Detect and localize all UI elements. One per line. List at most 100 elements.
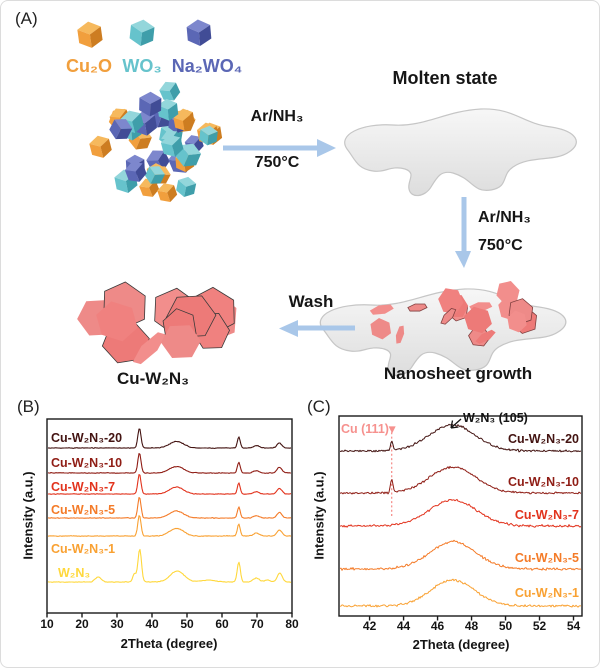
xrd-curve-Cu-W₂N₃-20: [48, 428, 291, 449]
cube-icon: [129, 19, 155, 46]
arrow-left-icon: [279, 320, 355, 337]
legend-label-wo3: WO₃: [122, 56, 162, 76]
x-tick-label: 80: [285, 617, 299, 631]
hexagon-nanosheet-icon: [407, 303, 428, 312]
arrow-down-icon: [455, 197, 471, 268]
curve-label-Cu-W₂N₃-10: Cu-W₂N₃-10: [507, 475, 579, 489]
curve-label-Cu-W₂N₃-5: Cu-W₂N₃-5: [51, 503, 116, 517]
plot-frame: [338, 415, 583, 617]
x-tick-label: 44: [396, 619, 411, 633]
cu-111-annotation: Cu (111)▾: [341, 421, 395, 436]
curve-label-Cu-W₂N₃-20: Cu-W₂N₃-20: [51, 431, 123, 445]
wash-label: Wash: [288, 292, 334, 311]
arrow-right-icon: [223, 139, 336, 157]
cube-icon: [160, 134, 184, 157]
xrd-curve-Cu-W₂N₃-5: [340, 539, 581, 571]
curve-label-W₂N₃: W₂N₃: [58, 566, 91, 580]
x-tick-label: 10: [40, 617, 54, 631]
cube-icon: [173, 111, 193, 131]
plot-frame: [46, 418, 293, 614]
panel-c-plot: [338, 415, 583, 621]
cube-icon: [199, 125, 218, 146]
hexagon-nanosheet-icon: [438, 288, 464, 314]
curve-label-Cu-W₂N₃-1: Cu-W₂N₃-1: [514, 586, 579, 600]
arrow1-gas-label: Ar/NH₃: [250, 108, 304, 125]
cube-icon: [144, 166, 165, 184]
curve-label-Cu-W₂N₃-7: Cu-W₂N₃-7: [514, 508, 579, 522]
x-tick-label: 46: [430, 619, 445, 633]
x-tick-label: 48: [464, 619, 479, 633]
arrow2-gas-label: Ar/NH₃: [478, 209, 531, 226]
hexagon-nanosheet-icon: [369, 304, 394, 315]
legend-label-na2wo4: Na₂WO₄: [171, 56, 243, 76]
x-tick-label: 50: [180, 617, 194, 631]
xrd-curve-Cu-W₂N₃-10: [340, 465, 581, 495]
xrd-curve-Cu-W₂N₃-5: [48, 496, 291, 520]
molten-blob: [344, 108, 577, 197]
cube-icon: [77, 21, 103, 48]
cube-icon: [176, 176, 197, 198]
x-tick-label: 54: [566, 619, 581, 633]
cube-icon: [159, 81, 181, 101]
panel-c-x-axis-title: 2Theta (degree): [412, 637, 510, 652]
cu-111-text: Cu (111): [341, 422, 389, 436]
curve-label-Cu-W₂N₃-1: Cu-W₂N₃-1: [51, 542, 116, 556]
hexagon-nanosheet-icon: [96, 301, 138, 342]
w2n3-105-annotation: W₂N₃ (105): [463, 411, 528, 425]
hexagon-nanosheet-icon: [507, 310, 527, 333]
cube-icon: [157, 183, 178, 203]
panel-c-y-axis-title: Intensity (a.u.): [311, 471, 327, 560]
x-tick-label: 30: [110, 617, 124, 631]
xrd-curve-Cu-W₂N₃-10: [48, 453, 291, 474]
hexagon-nanosheet-icon: [464, 306, 492, 334]
xrd-curve-Cu-W₂N₃-7: [48, 474, 291, 495]
legend-cubes: [77, 19, 212, 48]
x-tick-label: 50: [498, 619, 513, 633]
curve-label-Cu-W₂N₃-7: Cu-W₂N₃-7: [51, 480, 116, 494]
xrd-curve-Cu-W₂N₃-1: [48, 515, 291, 537]
curve-label-Cu-W₂N₃-10: Cu-W₂N₃-10: [51, 456, 123, 470]
cube-icon: [175, 143, 202, 167]
w2n3-105-arrow-icon: [450, 418, 462, 429]
panel-c-label: (C): [307, 397, 331, 416]
panel-b-label: (B): [17, 397, 40, 416]
x-tick-label: 20: [75, 617, 89, 631]
product-hexagons: [77, 281, 237, 365]
nanosheet-hexagons: [369, 281, 537, 347]
arrow1-temp-label: 750°C: [254, 154, 300, 171]
legend-label-cu2o: Cu₂O: [66, 56, 112, 76]
product-label: Cu-W₂N₃: [116, 369, 190, 388]
cube-icon: [139, 91, 162, 117]
arrow2-temp-label: 750°C: [478, 237, 523, 254]
cube-icon: [89, 135, 112, 158]
cu-111-marker-icon: ▾: [388, 422, 396, 436]
precursor-cube-cluster: [89, 81, 223, 203]
panel-a-illustration: [77, 19, 577, 377]
hexagon-nanosheet-icon: [440, 307, 457, 325]
hexagon-nanosheet-icon: [395, 325, 405, 344]
x-tick-label: 42: [362, 619, 377, 633]
hexagon-nanosheet-icon: [370, 318, 392, 340]
cube-icon: [109, 119, 133, 140]
cube-icon: [186, 19, 212, 47]
x-tick-label: 52: [532, 619, 547, 633]
curve-label-Cu-W₂N₃-5: Cu-W₂N₃-5: [514, 551, 579, 565]
xrd-curve-W₂N₃: [48, 548, 291, 583]
x-tick-label: 40: [145, 617, 159, 631]
panel-b-x-axis-title: 2Theta (degree): [120, 636, 218, 651]
hexagon-nanosheet-icon: [160, 325, 201, 359]
molten-state-label: Molten state: [392, 68, 498, 88]
cube-icon: [124, 161, 147, 182]
hexagon-nanosheet-icon: [132, 332, 166, 365]
xrd-curve-Cu-W₂N₃-7: [340, 498, 581, 528]
panel-b-plot: [46, 418, 293, 618]
curve-label-Cu-W₂N₃-20: Cu-W₂N₃-20: [507, 432, 579, 446]
panel-b-y-axis-title: Intensity (a.u.): [20, 471, 36, 560]
panel-a-label: (A): [15, 9, 38, 28]
xrd-curve-Cu-W₂N₃-1: [340, 578, 581, 608]
xrd-curve-Cu-W₂N₃-20: [340, 423, 581, 453]
x-tick-label: 60: [215, 617, 229, 631]
nanosheet-growth-label: Nanosheet growth: [383, 364, 533, 383]
x-tick-label: 70: [250, 617, 264, 631]
